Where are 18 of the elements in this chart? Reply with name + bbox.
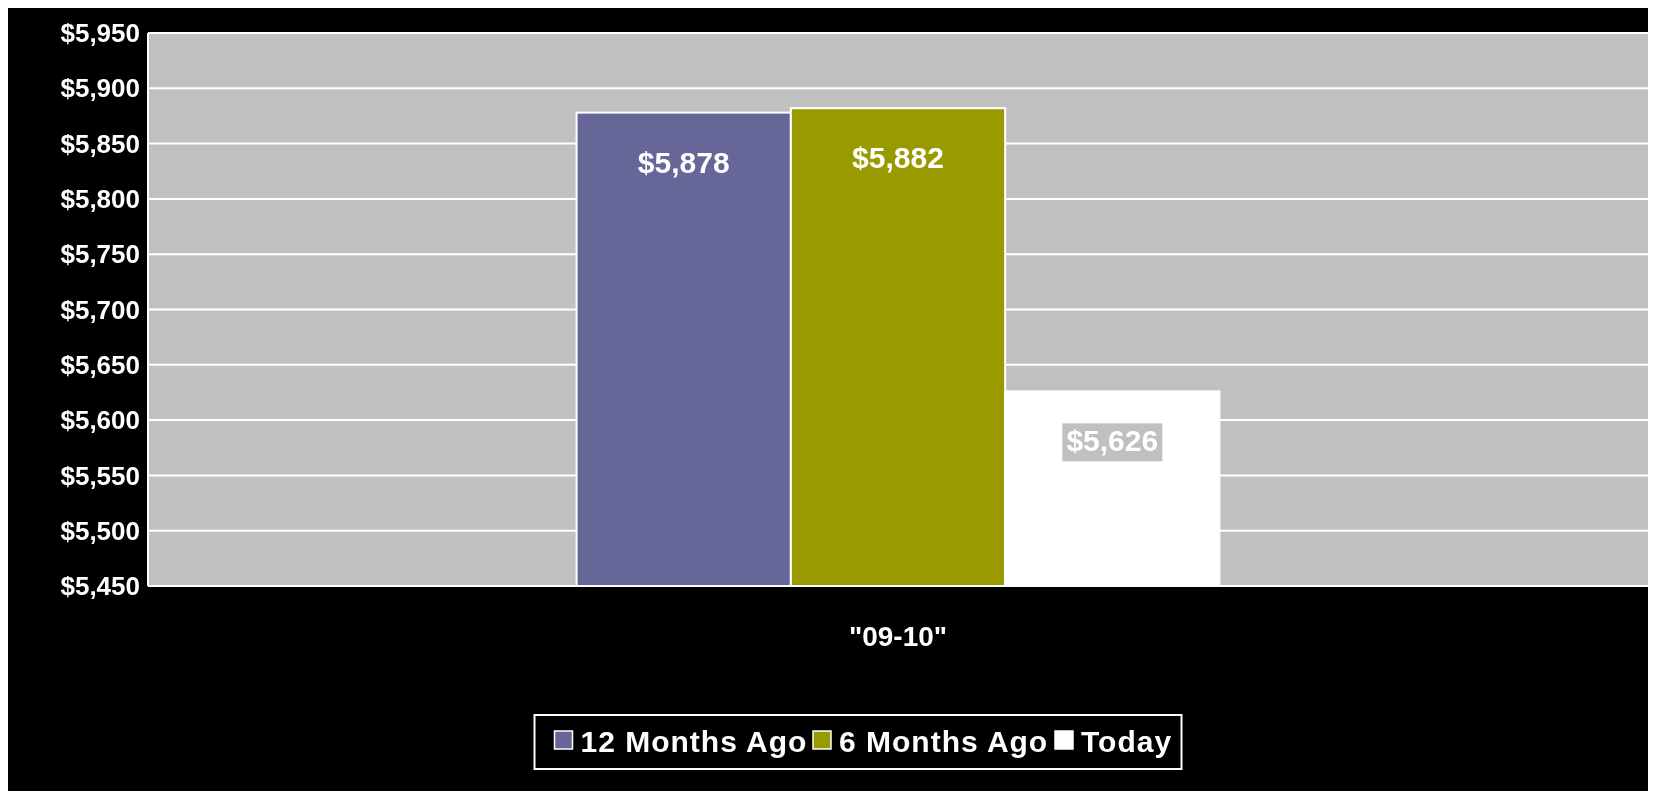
y-tick-label: $5,700 bbox=[60, 294, 140, 325]
y-tick-label: $5,800 bbox=[60, 184, 140, 214]
y-tick-label: $5,850 bbox=[60, 128, 140, 159]
y-tick-label: $5,950 bbox=[60, 18, 140, 49]
y-tick-label: $5,900 bbox=[60, 73, 140, 104]
legend-label: 6 Months Ago bbox=[839, 724, 1049, 758]
y-tick-label: $5,600 bbox=[60, 405, 140, 436]
data-label: $5,878 bbox=[637, 145, 730, 179]
x-tick-label: "09-10" bbox=[848, 621, 948, 652]
data-label: $5,626 bbox=[1066, 424, 1159, 458]
y-tick-label: $5,750 bbox=[60, 239, 140, 270]
data-label: $5,882 bbox=[852, 141, 944, 175]
y-tick-label: $5,450 bbox=[60, 571, 140, 602]
legend-label: Today bbox=[1081, 724, 1173, 758]
y-tick-label: $5,500 bbox=[60, 515, 140, 546]
legend-label: 12 Months Ago bbox=[580, 724, 808, 758]
y-tick-label: $5,550 bbox=[60, 460, 140, 491]
y-tick-label: $5,650 bbox=[60, 349, 140, 380]
